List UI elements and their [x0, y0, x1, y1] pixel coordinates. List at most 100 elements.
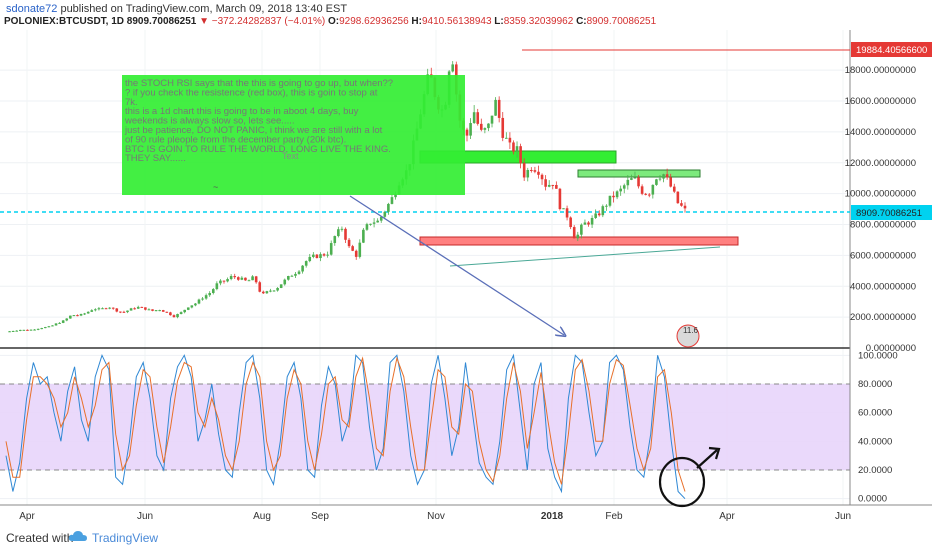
price-tick-label: 14000.00000000: [845, 127, 916, 138]
candle-body: [304, 261, 308, 266]
publisher-line: sdonate72 published on TradingView.com, …: [6, 3, 347, 15]
candle-body: [505, 137, 508, 139]
candle-body: [69, 315, 72, 319]
candle-body: [15, 330, 19, 332]
candle-body: [594, 213, 597, 218]
chart-area[interactable]: the STOCH RSI says that the this is goin…: [0, 30, 932, 523]
open-label: O:: [328, 16, 340, 27]
candle-body: [83, 313, 86, 315]
time-tick-label: Sep: [311, 511, 329, 522]
candle-body: [22, 329, 26, 331]
annotation-line: the STOCH RSI says that the this is goin…: [125, 78, 393, 89]
candle-body: [608, 195, 612, 206]
high-value: 9410.56138943: [421, 16, 492, 27]
candle-body: [551, 184, 555, 186]
annotation-line: just be patience, DO NOT PANIC, i think …: [124, 125, 383, 136]
price-change: ▼ −372.24282837 (−4.01%): [199, 16, 326, 27]
candle-body: [104, 308, 108, 310]
rsi-axis[interactable]: 0.0000 20.0000 40.0000 60.0000 80.0000 100.00…: [858, 350, 898, 504]
time-tick-label: Apr: [719, 511, 735, 522]
annotation-note[interactable]: [122, 75, 465, 195]
candle-body: [265, 291, 269, 294]
candle-body: [619, 188, 622, 192]
support-box[interactable]: [577, 169, 701, 178]
last-price-tag-label: 8909.70086251: [856, 208, 922, 219]
candle-body: [590, 217, 594, 225]
flag-icon[interactable]: 11.6: [676, 324, 700, 348]
flag-marker-label: 11.6: [683, 326, 699, 335]
candle-body: [18, 329, 22, 331]
price-tick-label: 10000.00000000: [845, 189, 916, 200]
rsi-tick-label: 100.0000: [858, 350, 898, 361]
rsi-tick-label: 0.0000: [858, 494, 887, 505]
candle-body: [483, 128, 487, 130]
author-link[interactable]: sdonate72: [6, 3, 58, 15]
candle-body: [94, 309, 97, 311]
candle-body: [233, 276, 237, 278]
trend-line[interactable]: [449, 246, 721, 267]
rsi-tick-label: 40.0000: [858, 436, 892, 447]
candle-body: [244, 277, 247, 281]
candle-body: [672, 186, 676, 192]
last-price: 8909.70086251: [126, 16, 197, 27]
candle-body: [79, 314, 83, 316]
candle-body: [394, 194, 397, 198]
candle-body: [601, 206, 605, 216]
candle-body: [633, 177, 637, 179]
candle-body: [290, 275, 294, 277]
candle-body: [33, 329, 36, 331]
candle-body: [465, 129, 469, 136]
candle-body: [365, 224, 369, 230]
time-tick-label: Feb: [605, 511, 623, 522]
candle-body: [555, 184, 558, 189]
candle-body: [476, 112, 480, 124]
candle-body: [176, 314, 179, 318]
symbol-name[interactable]: POLONIEX:BTCUSDT, 1D: [4, 16, 125, 27]
candle-body: [144, 307, 147, 310]
rsi-tick-label: 60.0000: [858, 408, 892, 419]
time-tick-label: Jun: [835, 511, 851, 522]
candle-body: [329, 243, 333, 255]
tradingview-link[interactable]: TradingView: [92, 531, 159, 545]
candle-body: [65, 318, 69, 321]
candle-body: [508, 137, 512, 143]
candle-body: [294, 273, 297, 276]
candle-body: [612, 195, 615, 198]
candle-body: [390, 197, 394, 204]
candle-body: [597, 213, 601, 216]
candle-body: [644, 193, 647, 195]
time-tick-label: Nov: [427, 511, 445, 522]
candle-body: [354, 250, 358, 257]
candle-body: [340, 228, 344, 230]
candle-body: [279, 284, 283, 288]
candle-body: [208, 293, 211, 296]
candle-body: [136, 306, 140, 309]
candle-body: [247, 280, 251, 282]
candle-body: [122, 311, 126, 313]
candle-body: [254, 276, 258, 283]
candle-body: [47, 326, 51, 328]
candle-body: [169, 312, 172, 316]
candle-body: [537, 171, 540, 175]
candle-body: [647, 194, 651, 196]
candle-body: [219, 280, 222, 284]
candle-body: [262, 291, 265, 294]
candle-body: [54, 323, 58, 326]
candle-body: [533, 170, 537, 172]
candle-body: [161, 310, 165, 312]
text-tag: Text: [282, 151, 299, 161]
time-axis[interactable]: Apr Jun Aug Sep Nov 2018 Feb Apr Jun: [19, 511, 851, 522]
price-axis[interactable]: 0.00000000 2000.00000000 4000.00000000 6000…: [845, 65, 916, 354]
tradingview-cloud-icon[interactable]: [68, 529, 88, 543]
annotation-line: weekends is always slow so, lets see....…: [124, 116, 295, 127]
prediction-arrow[interactable]: [349, 195, 564, 335]
candle-body: [226, 279, 229, 282]
candle-body: [387, 203, 390, 212]
candle-body: [44, 327, 47, 329]
candle-body: [236, 277, 240, 280]
candle-body: [283, 279, 287, 285]
annotation-line: this is a 1d chart this is going to be i…: [125, 106, 359, 117]
candle-body: [333, 236, 337, 244]
candle-body: [251, 276, 254, 281]
annotation-line: 7k.: [125, 97, 138, 108]
